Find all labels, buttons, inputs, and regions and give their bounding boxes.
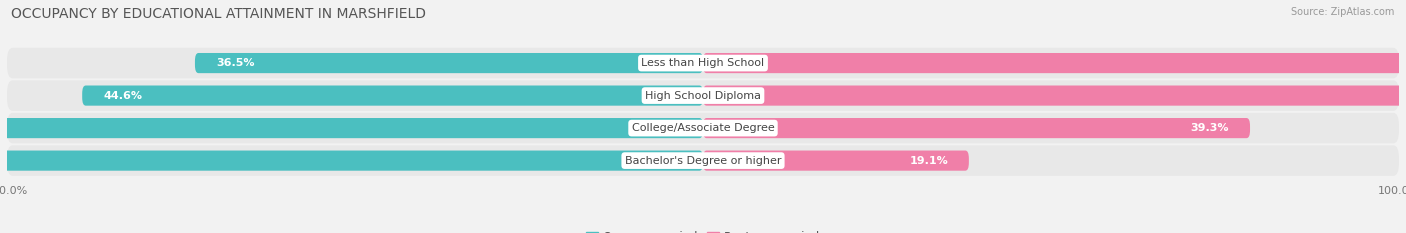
- Text: Less than High School: Less than High School: [641, 58, 765, 68]
- Text: 19.1%: 19.1%: [910, 156, 948, 166]
- FancyBboxPatch shape: [195, 53, 703, 73]
- FancyBboxPatch shape: [703, 118, 1250, 138]
- FancyBboxPatch shape: [703, 86, 1406, 106]
- FancyBboxPatch shape: [0, 118, 703, 138]
- FancyBboxPatch shape: [7, 145, 1399, 176]
- FancyBboxPatch shape: [82, 86, 703, 106]
- Text: 39.3%: 39.3%: [1191, 123, 1229, 133]
- Text: 44.6%: 44.6%: [103, 91, 142, 101]
- FancyBboxPatch shape: [703, 53, 1406, 73]
- Text: College/Associate Degree: College/Associate Degree: [631, 123, 775, 133]
- FancyBboxPatch shape: [0, 151, 703, 171]
- Text: 36.5%: 36.5%: [217, 58, 254, 68]
- FancyBboxPatch shape: [7, 48, 1399, 78]
- FancyBboxPatch shape: [7, 113, 1399, 143]
- Text: Source: ZipAtlas.com: Source: ZipAtlas.com: [1291, 7, 1395, 17]
- Legend: Owner-occupied, Renter-occupied: Owner-occupied, Renter-occupied: [581, 226, 825, 233]
- FancyBboxPatch shape: [7, 80, 1399, 111]
- Text: Bachelor's Degree or higher: Bachelor's Degree or higher: [624, 156, 782, 166]
- Text: OCCUPANCY BY EDUCATIONAL ATTAINMENT IN MARSHFIELD: OCCUPANCY BY EDUCATIONAL ATTAINMENT IN M…: [11, 7, 426, 21]
- FancyBboxPatch shape: [703, 151, 969, 171]
- Text: High School Diploma: High School Diploma: [645, 91, 761, 101]
